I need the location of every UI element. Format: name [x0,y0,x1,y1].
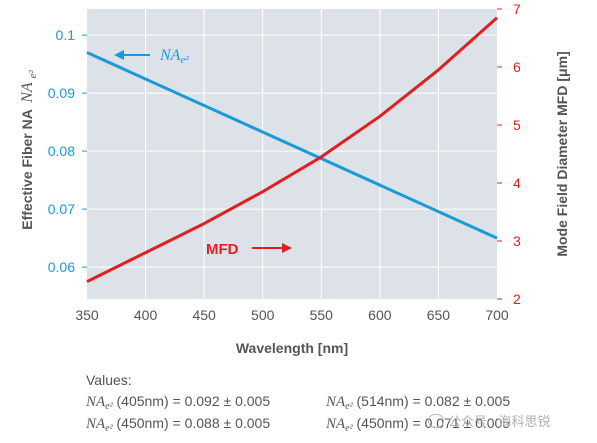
annotations: NAe² MFD [114,47,292,258]
y-right-tick-label: 7 [513,1,521,17]
plot-area [87,9,497,299]
y-right-tick-label: 2 [513,291,521,307]
y-axis-left-label-text: Effective Fiber NA [19,109,35,229]
na-subscript: e² [345,423,353,434]
series-line-mfd [86,16,498,283]
value-item: NAe² (514nm) = 0.082 ± 0.005 [326,393,556,412]
series-line-na [86,51,498,240]
ticks: 350 400 450 500 550 600 650 700 0.06 0.07 0.08 0.09… [48,1,521,323]
series-group [86,16,498,283]
y-right-tick-label: 6 [513,59,521,75]
na-symbol: NA [86,416,106,432]
na-subscript: e² [105,423,113,434]
values-title: Values: [86,372,132,388]
y-axis-left-label-group: Effective Fiber NA NA e² [19,70,39,230]
value-text: (405nm) = 0.092 ± 0.005 [112,393,271,409]
chart: 350 400 450 500 550 600 650 700 0.06 0.07 0.08 0.09… [19,1,570,356]
x-tick-label: 650 [427,307,451,323]
value-text: (514nm) = 0.082 ± 0.005 [352,393,511,409]
na-subscript: e² [345,401,353,412]
y-left-tick-label: 0.07 [48,201,75,217]
y-right-tick-label: 5 [513,117,521,133]
y-axis-right-label-group: Mode Field Diameter MFD [μm] [554,51,570,256]
y-left-tick-label: 0.1 [56,27,76,43]
y-axis-left-label: Effective Fiber NA NA e² [19,70,39,230]
y-left-tick-label: 0.08 [48,143,75,159]
value-text: (450nm) = 0.088 ± 0.005 [112,415,271,431]
x-tick-label: 350 [75,307,99,323]
x-axis-label: Wavelength [nm] [236,340,348,356]
watermark-text: 公众号 · 海科思锐 [448,414,551,429]
x-tick-label: 600 [368,307,392,323]
y-left-tick-label: 0.09 [48,85,75,101]
x-tick-label: 450 [192,307,216,323]
value-item: NAe² (450nm) = 0.088 ± 0.005 [86,415,326,434]
na-symbol: NA [86,394,106,410]
x-tick-label: 700 [485,307,509,323]
mfd-series-label: MFD [206,241,239,258]
na-subscript: e² [105,401,113,412]
y-axis-right-label: Mode Field Diameter MFD [μm] [554,51,570,256]
grid [87,9,497,299]
wechat-icon [428,413,444,428]
na-arrow-head [114,50,124,60]
y-right-tick-label: 4 [513,175,521,191]
x-tick-label: 400 [134,307,158,323]
y-right-tick-label: 3 [513,233,521,249]
x-tick-label: 500 [251,307,275,323]
x-tick-label: 550 [310,307,334,323]
mfd-arrow-head [282,243,292,253]
na-symbol: NA [326,394,346,410]
na-series-label: NAe² [159,47,189,66]
watermark: 公众号 · 海科思锐 [428,411,551,430]
y-left-tick-label: 0.06 [48,259,75,275]
na-symbol: NA [326,416,346,432]
y-axis-left-label-subscript: e² [27,70,39,79]
value-item: NAe² (405nm) = 0.092 ± 0.005 [86,393,326,412]
